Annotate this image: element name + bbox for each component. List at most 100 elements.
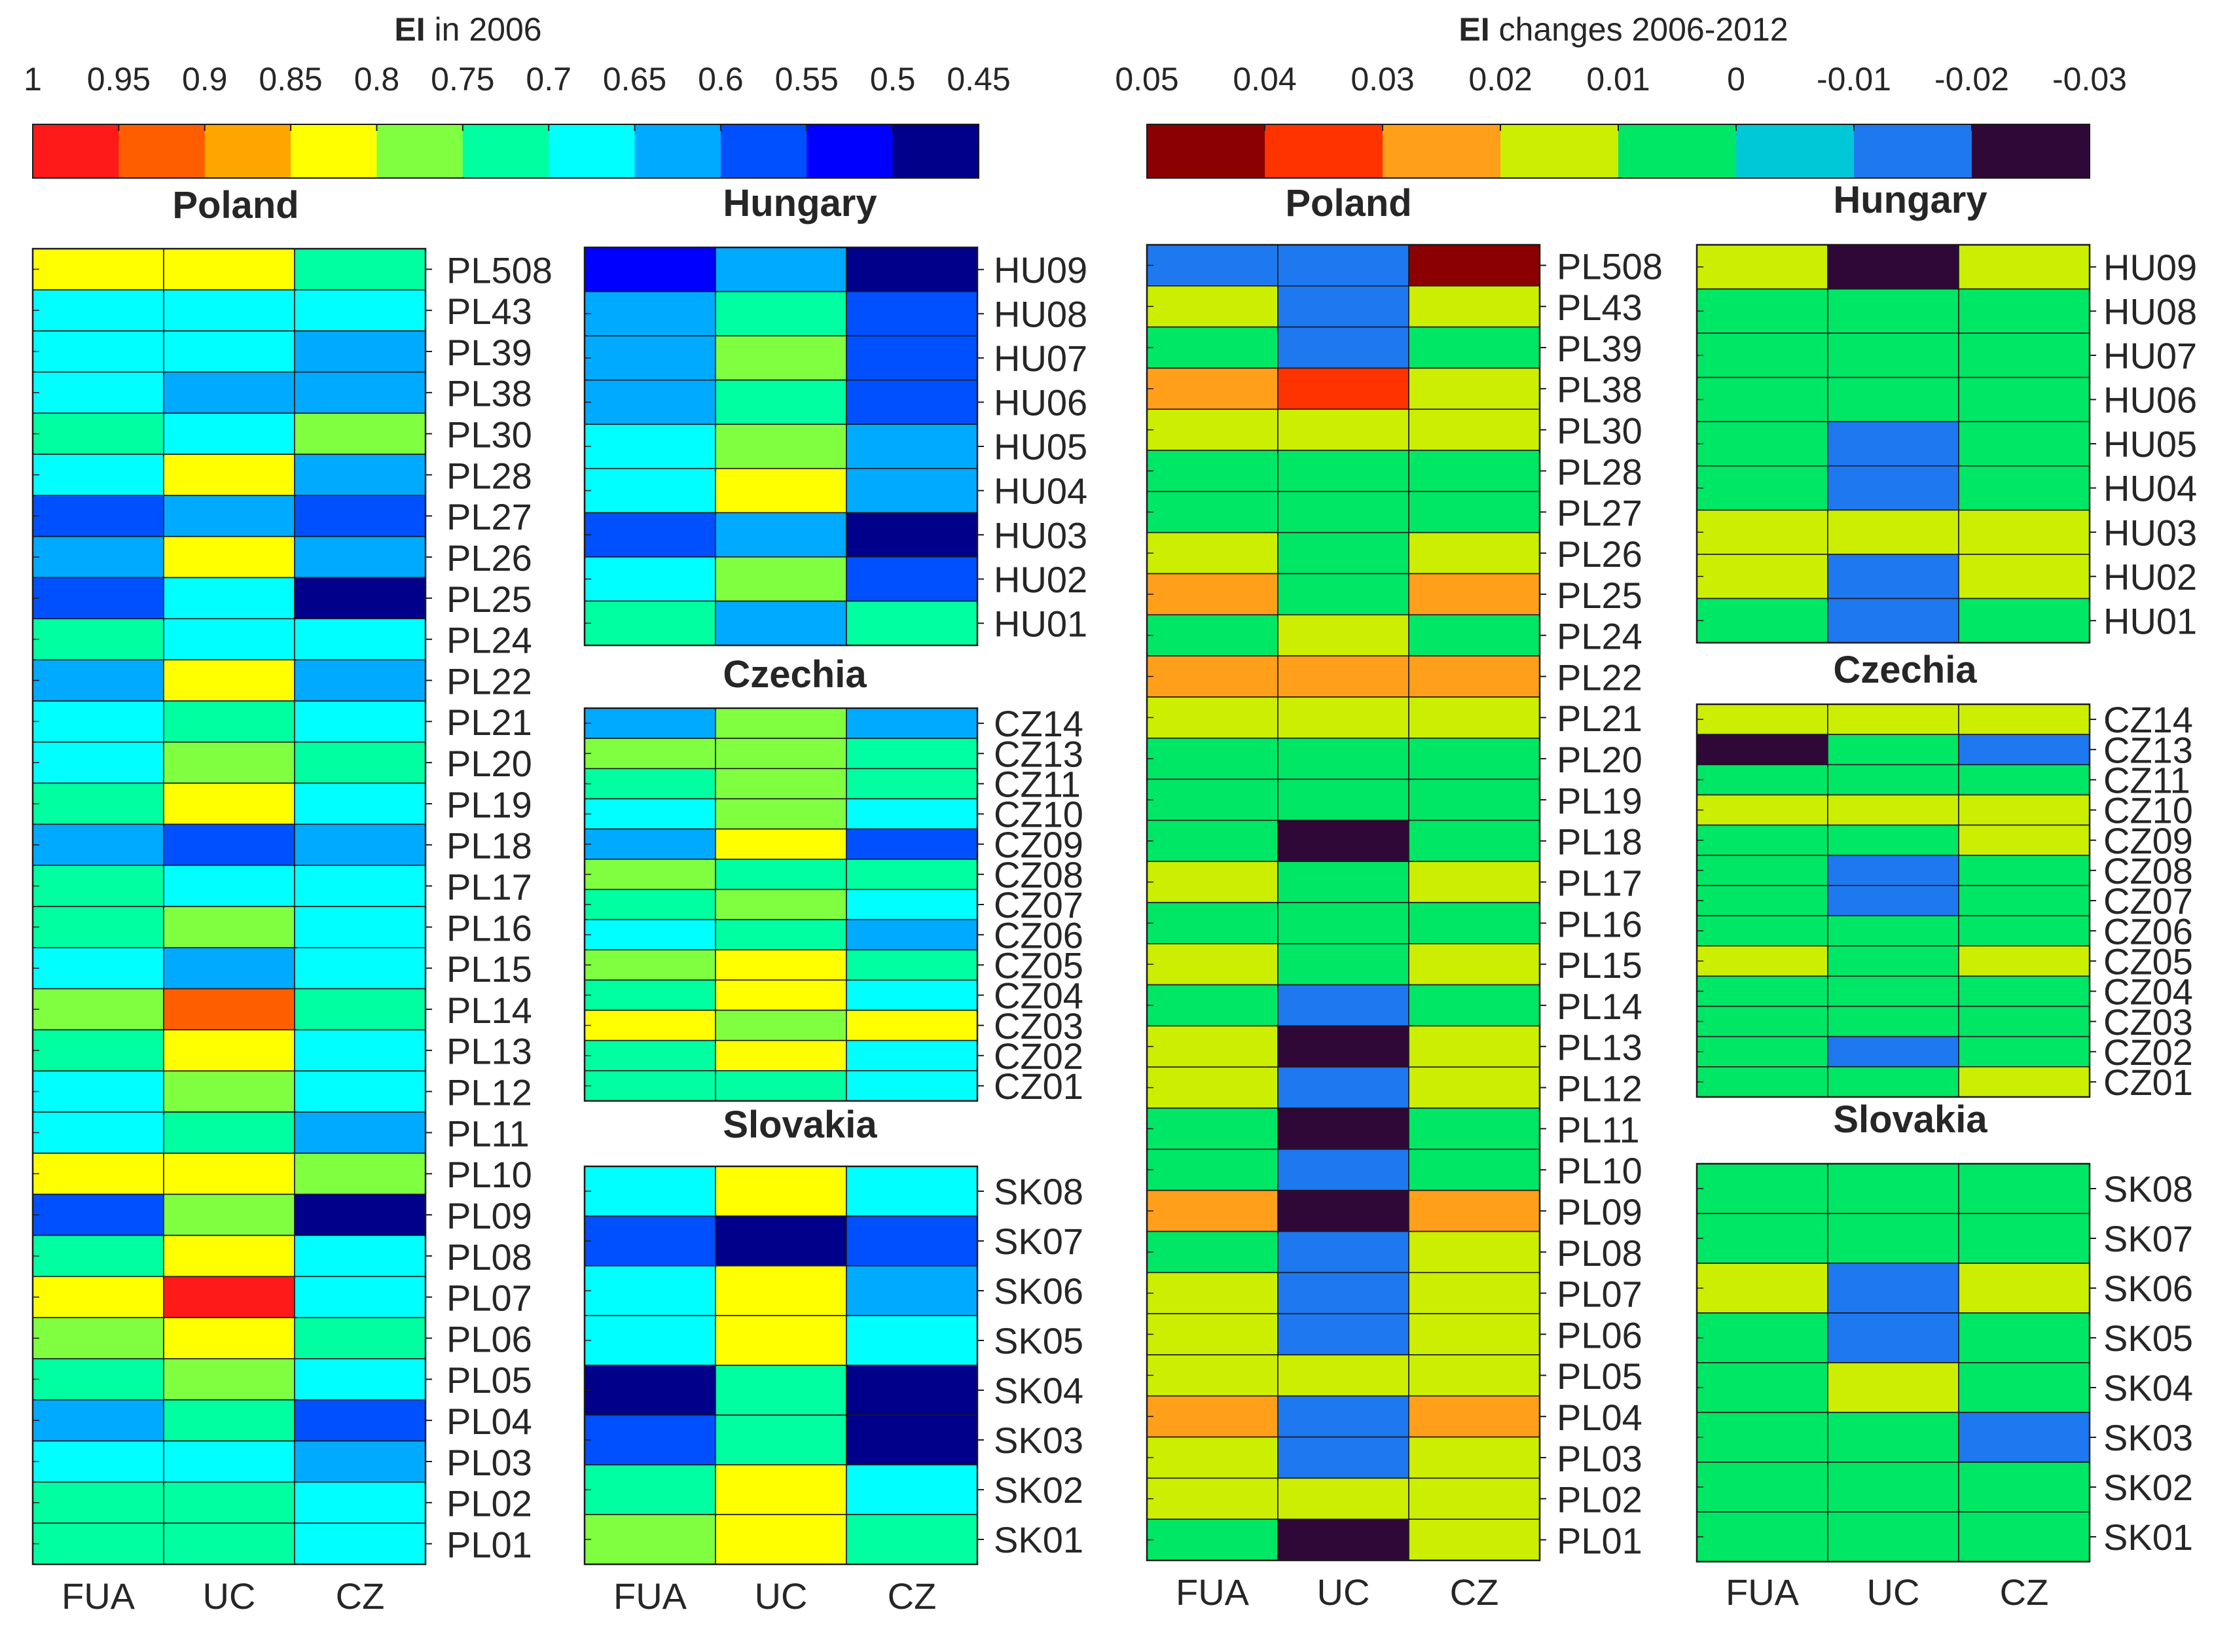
row-label: CZ04 [2103, 971, 2193, 1013]
heatmap-cell [584, 919, 716, 951]
heatmap-cell [846, 1514, 978, 1565]
row-label: PL12 [1557, 1068, 1642, 1109]
heatmap-cell [32, 495, 164, 537]
heatmap-cell [1958, 1511, 2090, 1562]
heatmap-panel-cz2006: CzechiaCZ14CZ13CZ11CZ10CZ09CZ08CZ07CZ06C… [583, 653, 1083, 1107]
heatmap-cell [32, 988, 164, 1031]
heatmap-cell [584, 379, 716, 425]
colorbar-swatch [291, 124, 378, 178]
panel-title: Czechia [723, 653, 867, 696]
colorbar-swatch [1265, 124, 1383, 178]
row-label: HU04 [994, 471, 1087, 512]
heatmap-cell [1277, 1518, 1409, 1561]
heatmap-cell [1958, 1462, 2090, 1513]
heatmap-panel-skchg: Slovakia SK08 SK07 SK06 SK05 SK04 SK03 SK02 SK01… [1696, 1098, 2193, 1613]
heatmap-cell [1277, 1354, 1409, 1397]
heatmap-cell [294, 1317, 426, 1359]
colorbar-tick-label: 0.45 [947, 61, 1010, 98]
heatmap-cell [1277, 1272, 1409, 1314]
heatmap-cell [846, 1414, 978, 1465]
row-label: PL01 [446, 1524, 532, 1565]
row-label: PL03 [446, 1442, 532, 1483]
row-label: PL09 [446, 1195, 532, 1236]
row-label: HU02 [2103, 556, 2197, 598]
heatmap-cell [163, 454, 295, 496]
colorbar-tick-label: -0.01 [1817, 61, 1891, 98]
heatmap-cell [715, 467, 847, 514]
heatmap-cell [1696, 854, 1828, 886]
heatmap-cell [715, 247, 847, 293]
heatmap-cell [163, 1234, 295, 1278]
column-label: FUA [62, 1575, 136, 1617]
heatmap-cell [32, 371, 164, 414]
row-label: CZ11 [994, 764, 1081, 805]
heatmap-cell [1408, 1518, 1540, 1561]
heatmap-cell [584, 738, 716, 770]
heatmap-cell [294, 659, 426, 702]
heatmap-cell [1827, 421, 1959, 467]
heatmap-cell [163, 577, 295, 620]
panel-title: Hungary [1833, 179, 1987, 221]
heatmap-cell [1408, 1149, 1540, 1191]
heatmap-cell [1408, 1066, 1540, 1109]
heatmap-cell [1696, 1066, 1828, 1098]
row-label: CZ05 [994, 944, 1083, 986]
row-label: PL28 [446, 455, 532, 496]
row-label: HU03 [994, 514, 1087, 556]
heatmap-cell [1958, 332, 2090, 378]
column-label: CZ [1450, 1571, 1499, 1613]
row-label: CZ14 [994, 703, 1083, 744]
heatmap-cell [1146, 1230, 1279, 1274]
heatmap-cell [846, 1365, 978, 1416]
heatmap-cell [32, 741, 164, 784]
heatmap-cell [1146, 367, 1279, 410]
heatmap-cell [1146, 285, 1279, 328]
heatmap-cell [1277, 1025, 1409, 1068]
row-label: PL508 [446, 249, 553, 291]
row-label: PL22 [1557, 656, 1642, 698]
colorbars: EI in 2006 1 0.95 0.9 0.85 0.8 0.75 0.7 0.65 0.6 0… [24, 11, 2127, 179]
heatmap-cell [1827, 945, 1959, 977]
heatmap-cell [1408, 367, 1540, 410]
heatmap-cell [715, 1039, 847, 1071]
heatmap-cell [846, 919, 978, 951]
heatmap-cell [1146, 1107, 1279, 1150]
row-label: PL02 [446, 1483, 532, 1524]
row-label: PL28 [1557, 451, 1642, 492]
row-label: PL06 [1557, 1314, 1642, 1356]
row-label: SK02 [2103, 1467, 2193, 1508]
row-label: PL18 [446, 825, 532, 867]
heatmap-cell [294, 741, 426, 784]
heatmap-cell [846, 949, 978, 981]
row-label: PL05 [446, 1359, 532, 1401]
heatmap-panel-pl2006: PolandPL508PL43PL39PL38PL30PL28PL27PL26P… [31, 184, 553, 1617]
heatmap-cell [1408, 1395, 1540, 1438]
heatmap-cell [163, 659, 295, 702]
heatmap-cell [1827, 915, 1959, 947]
heatmap-cell [846, 1315, 978, 1366]
column-label: FUA [1176, 1571, 1250, 1613]
row-label: CZ07 [994, 884, 1083, 925]
heatmap-cell [715, 798, 847, 830]
heatmap-cell [1827, 465, 1959, 511]
row-label: PL10 [1557, 1150, 1642, 1191]
heatmap-cell [1146, 450, 1279, 492]
colorbar-swatch [462, 124, 549, 178]
heatmap-cell [584, 335, 716, 381]
column-label: FUA [613, 1575, 687, 1617]
heatmap-cell [1408, 491, 1540, 533]
heatmap-cell [846, 1009, 978, 1041]
heatmap-cell [1408, 778, 1540, 821]
colorbar-tick-label: 0.7 [526, 61, 571, 98]
heatmap-cell [294, 412, 426, 455]
heatmap-cell [846, 1265, 978, 1316]
heatmap-cell [584, 979, 716, 1011]
row-label: CZ06 [2103, 910, 2193, 952]
heatmap-panel-hu2006: Hungary HU09HU08HU07HU06HU05HU04HU03HU02H… [583, 182, 1087, 647]
colorbar-title-bold: EI [1459, 11, 1489, 48]
colorbar-tick-label: 0.03 [1351, 61, 1414, 98]
heatmap-cell [715, 708, 847, 739]
heatmap-cell [1408, 861, 1540, 903]
heatmap-cell [846, 738, 978, 770]
heatmap-cell [163, 330, 295, 373]
